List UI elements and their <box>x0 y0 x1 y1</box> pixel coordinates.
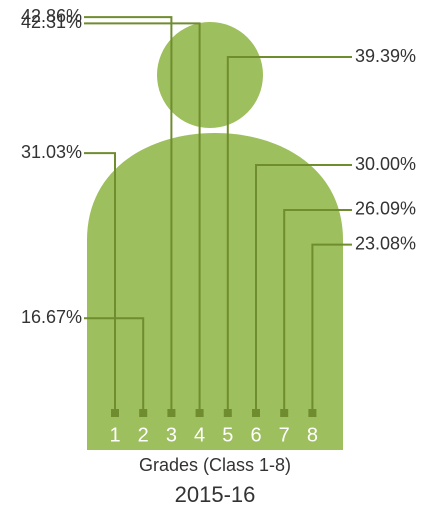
x-tick-label: 7 <box>279 424 290 446</box>
x-tick-label: 2 <box>138 424 149 446</box>
x-tick-label: 3 <box>166 424 177 446</box>
value-label: 23.08% <box>355 233 416 253</box>
x-tick-label: 5 <box>222 424 233 446</box>
grade-marker <box>167 409 176 417</box>
value-label: 39.39% <box>355 46 416 66</box>
x-tick-label: 6 <box>250 424 261 446</box>
grade-marker <box>223 409 232 417</box>
x-tick-label: 1 <box>109 424 120 446</box>
value-label: 31.03% <box>21 142 82 162</box>
value-label: 16.67% <box>21 307 82 327</box>
chart-title: 2015-16 <box>175 482 256 506</box>
silhouette <box>87 22 343 450</box>
leader-line <box>283 208 352 413</box>
leader-line <box>84 22 201 413</box>
leader-line <box>84 317 145 413</box>
grade-marker <box>111 409 119 417</box>
x-tick-label: 8 <box>307 424 318 446</box>
value-label: 42.31% <box>21 12 82 32</box>
grade-marker <box>139 409 148 417</box>
leader-line <box>311 243 352 413</box>
grade-marker <box>252 409 260 417</box>
grade-marker <box>195 409 204 417</box>
leader-line <box>226 56 352 413</box>
leader-line <box>255 164 352 413</box>
value-label: 30.00% <box>355 154 416 174</box>
body <box>87 133 343 450</box>
x-tick-label: 4 <box>194 424 205 446</box>
grade-marker <box>280 409 289 417</box>
leader-line <box>84 16 173 413</box>
leader-line <box>84 152 116 413</box>
value-label: 26.09% <box>355 199 416 219</box>
value-label: 42.86% <box>21 6 82 26</box>
grade-marker <box>308 409 317 417</box>
head <box>157 22 263 128</box>
x-axis-label: Grades (Class 1-8) <box>139 455 291 475</box>
